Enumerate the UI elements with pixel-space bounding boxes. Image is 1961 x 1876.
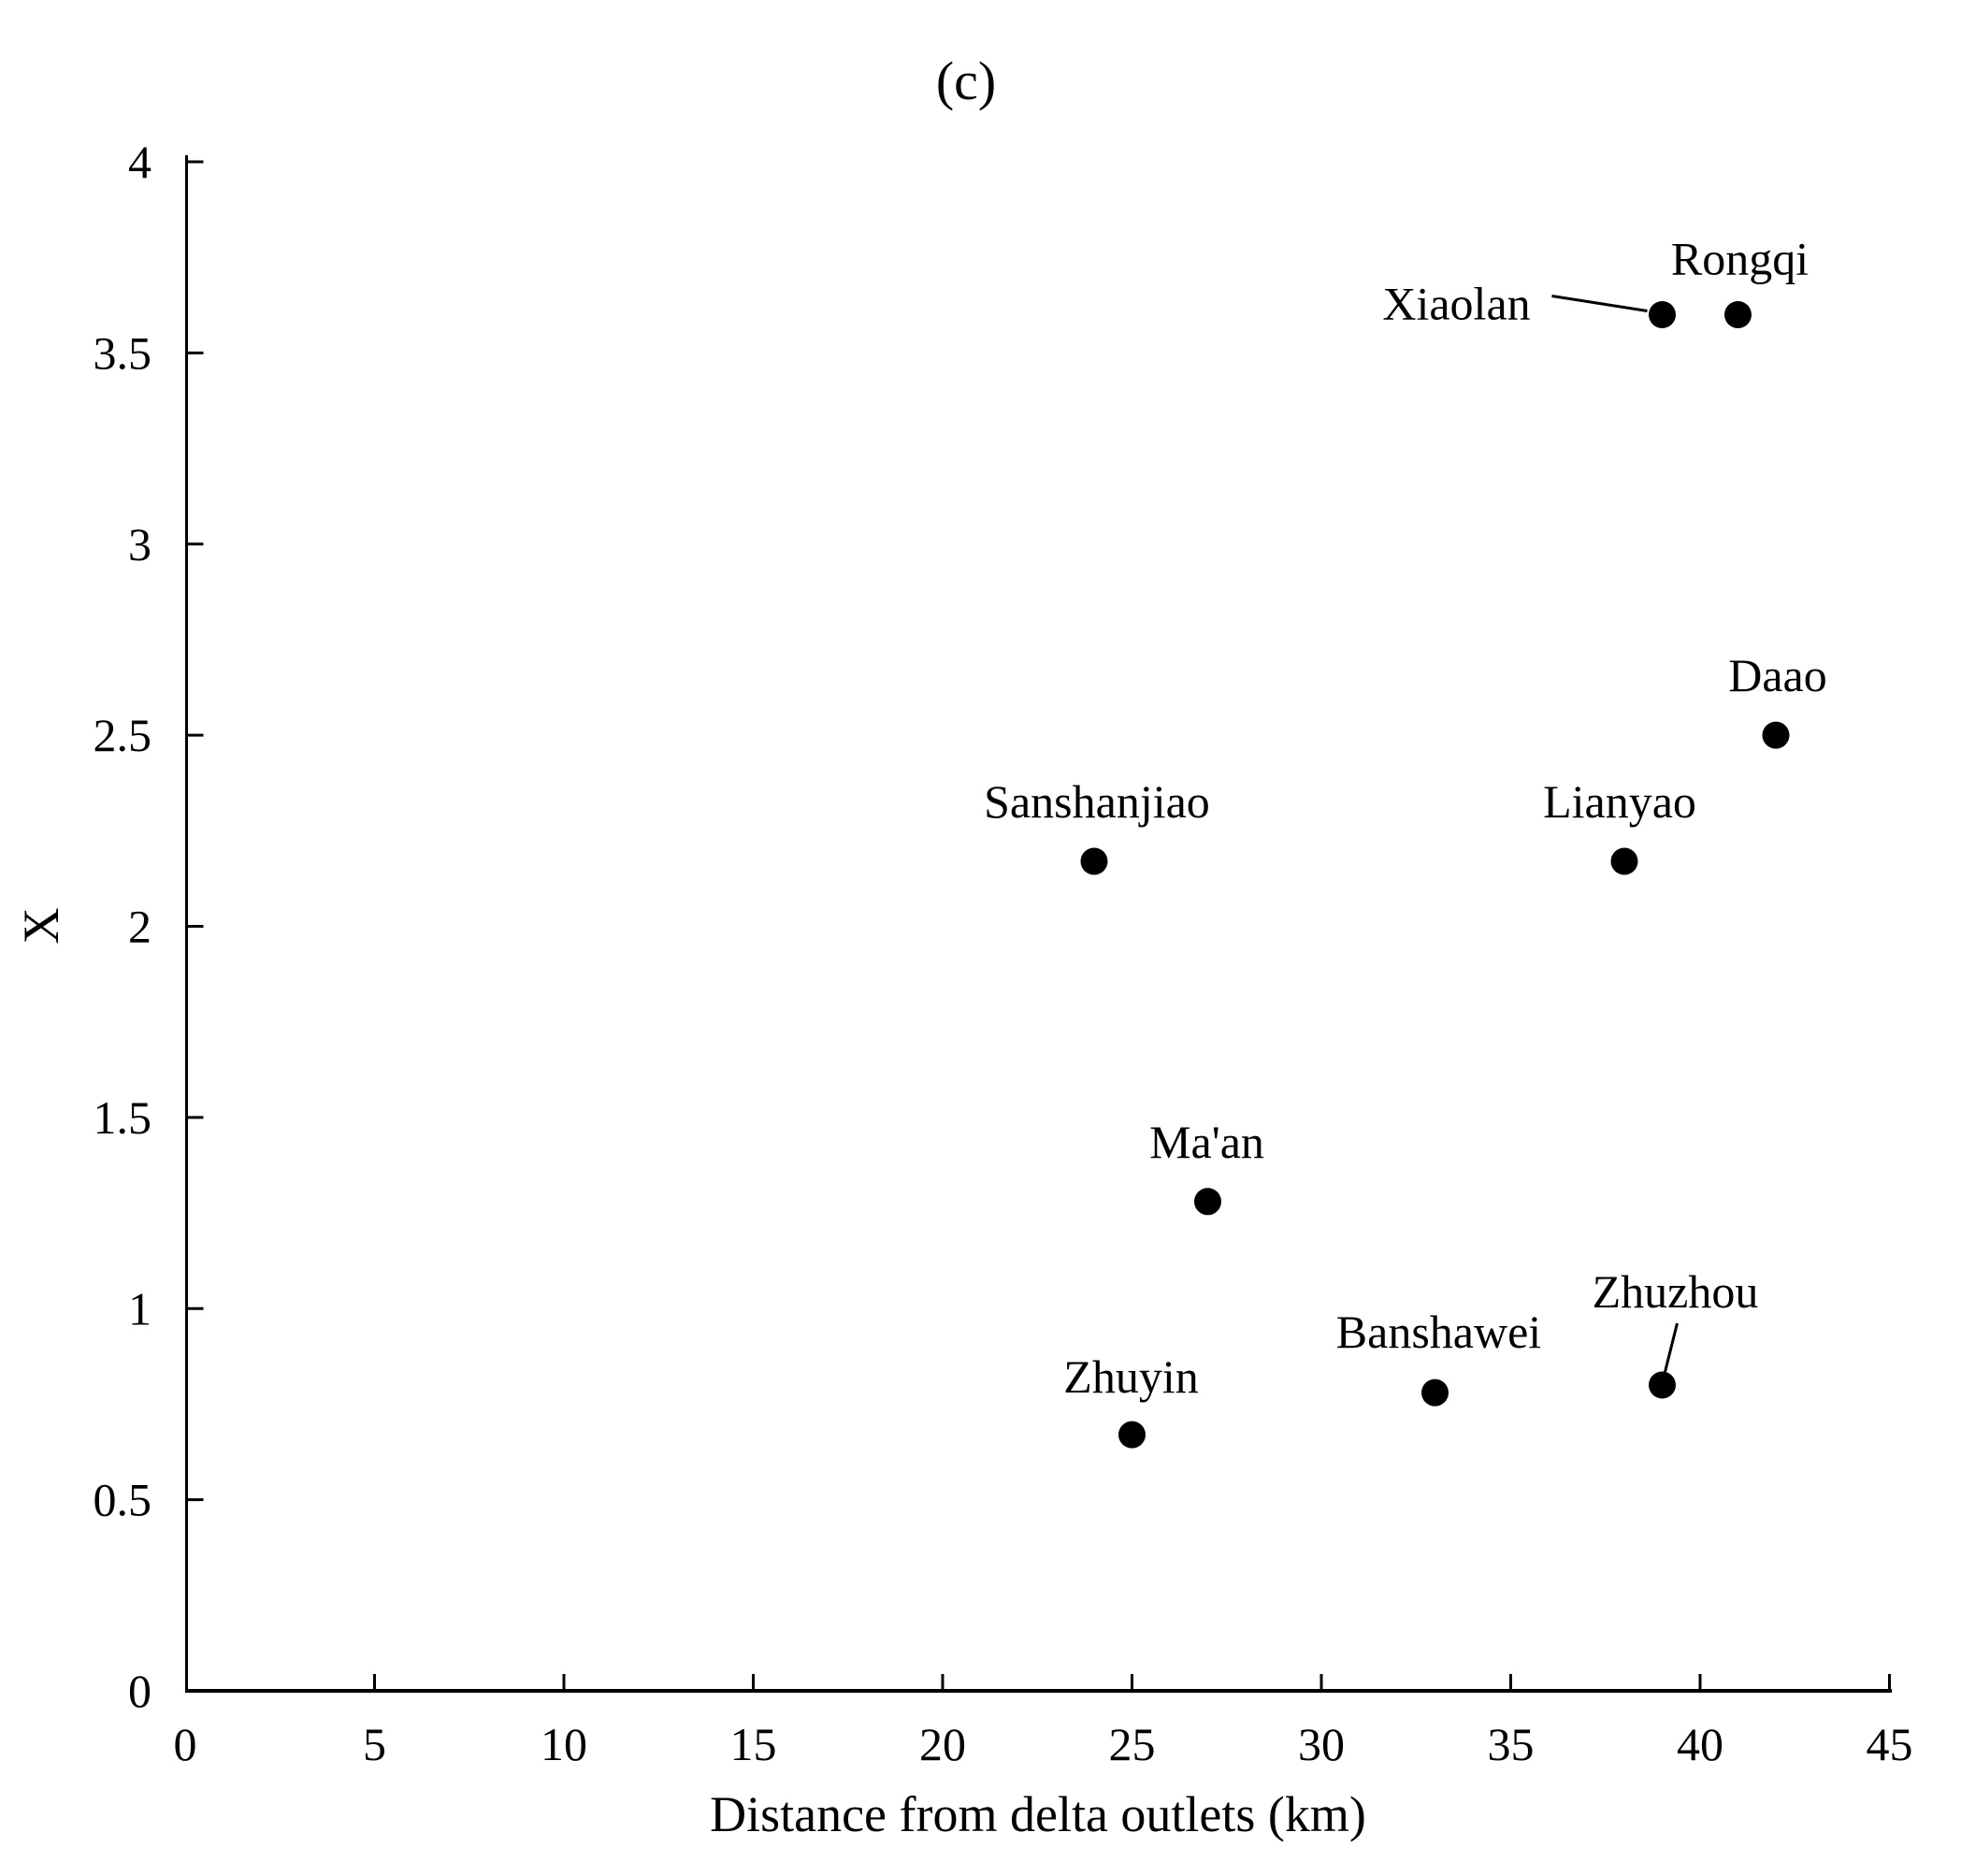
y-tick-label-2: 2 xyxy=(128,901,151,953)
y-tick-label-0: 0 xyxy=(128,1665,151,1717)
x-tick-label-10: 10 xyxy=(541,1718,587,1770)
point-label-rongqi: Rongqi xyxy=(1671,233,1809,285)
y-tick-label-1: 1 xyxy=(128,1282,151,1335)
x-axis-title: Distance from delta outlets (km) xyxy=(710,1786,1366,1842)
point-label-banshawei: Banshawei xyxy=(1336,1306,1541,1358)
y-tick-label-2.5: 2.5 xyxy=(94,709,152,761)
data-point-daao xyxy=(1762,721,1790,749)
point-label-zhuyin: Zhuyin xyxy=(1063,1350,1198,1403)
x-tick-label-35: 35 xyxy=(1488,1718,1535,1770)
y-tick-label-3: 3 xyxy=(128,518,151,570)
point-label-zhuzhou: Zhuzhou xyxy=(1593,1265,1759,1318)
point-label-ma-an: Ma'an xyxy=(1149,1116,1264,1168)
x-tick-label-5: 5 xyxy=(363,1718,386,1770)
figure-title: (c) xyxy=(936,51,996,111)
data-point-ma-an xyxy=(1194,1188,1221,1216)
leader-line-xiaolan xyxy=(1551,295,1648,312)
leader-line-zhuzhou xyxy=(1664,1322,1679,1373)
y-tick-label-1.5: 1.5 xyxy=(94,1091,152,1144)
point-label-lianyao: Lianyao xyxy=(1543,775,1696,828)
data-point-zhuzhou xyxy=(1649,1371,1676,1399)
y-tick-label-4: 4 xyxy=(128,136,151,188)
point-label-sanshanjiao: Sanshanjiao xyxy=(984,775,1210,828)
x-tick-label-20: 20 xyxy=(919,1718,966,1770)
data-point-sanshanjiao xyxy=(1080,847,1108,875)
x-tick-label-0: 0 xyxy=(174,1718,197,1770)
y-tick-label-3.5: 3.5 xyxy=(94,326,152,379)
data-point-lianyao xyxy=(1610,847,1638,875)
x-tick-label-15: 15 xyxy=(730,1718,777,1770)
point-layer: Xiaolan Rongqi Daao Sanshanjiao Lianyao Ma'an… xyxy=(984,233,1827,1449)
data-point-zhuyin xyxy=(1118,1421,1146,1449)
x-tick-label-25: 25 xyxy=(1109,1718,1156,1770)
point-label-xiaolan: Xiaolan xyxy=(1382,278,1530,330)
data-point-banshawei xyxy=(1421,1378,1449,1407)
x-tick-label-45: 45 xyxy=(1867,1718,1913,1770)
data-point-rongqi xyxy=(1724,301,1752,328)
y-tick-label-0.5: 0.5 xyxy=(94,1474,152,1526)
y-axis-title: X xyxy=(13,908,69,945)
x-tick-label-40: 40 xyxy=(1677,1718,1723,1770)
point-label-daao: Daao xyxy=(1728,649,1827,701)
data-point-xiaolan xyxy=(1649,301,1676,328)
x-tick-label-30: 30 xyxy=(1298,1718,1345,1770)
tick-layer: 0 5 10 15 20 25 30 35 40 45 0 0.5 1 1.5 2 2.5 3 3.5 4 xyxy=(94,136,1913,1770)
